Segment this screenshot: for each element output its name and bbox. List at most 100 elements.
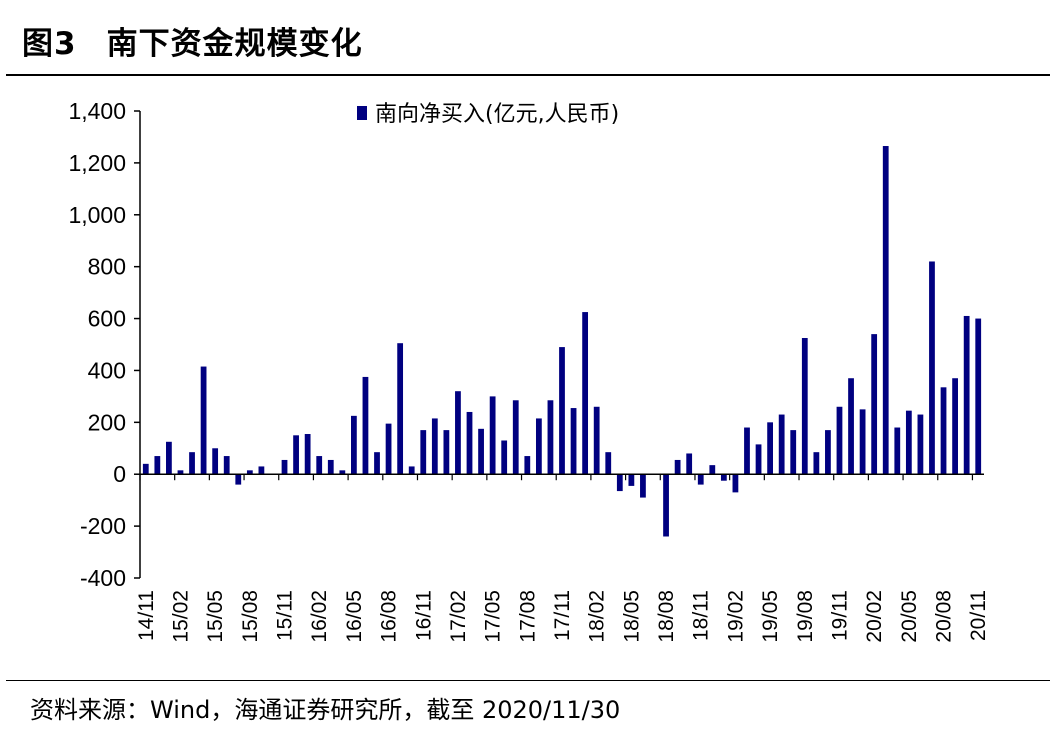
x-tick-label: 16/08: [378, 590, 401, 643]
bar: [813, 452, 820, 475]
y-tick-label: 1,200: [68, 150, 126, 176]
bar: [836, 406, 843, 475]
bar: [327, 459, 334, 475]
bar: [720, 474, 727, 481]
y-tick-label: 800: [88, 254, 126, 280]
x-tick-label: 19/05: [759, 590, 782, 643]
bar: [616, 474, 623, 492]
bar: [559, 347, 565, 475]
bar: [952, 378, 958, 475]
x-tick-label: 20/08: [933, 590, 956, 643]
bar: [362, 376, 369, 475]
bar: [489, 396, 496, 475]
y-tick-label: 400: [88, 357, 126, 383]
bar: [929, 261, 935, 475]
x-tick-label: 15/11: [274, 590, 297, 641]
bar: [166, 441, 172, 475]
x-tick-label: 17/05: [482, 590, 505, 643]
bar: [871, 334, 878, 475]
bar: [501, 440, 508, 475]
x-tick-label: 15/02: [169, 590, 192, 643]
bar: [339, 470, 346, 475]
x-tick-label: 18/08: [655, 590, 678, 643]
bar: [374, 452, 380, 475]
bar: [385, 423, 392, 475]
bar: [882, 146, 889, 475]
bar: [154, 456, 161, 475]
legend-label: 南向净买入(亿元,人民币): [375, 102, 619, 127]
bar: [223, 456, 230, 475]
bar: [801, 338, 808, 475]
x-tick-label: 17/08: [516, 590, 539, 643]
bar: [894, 427, 901, 475]
y-tick-label: 0: [113, 461, 126, 487]
x-tick-label: 14/11: [135, 590, 158, 641]
y-tick-label: 200: [88, 409, 126, 435]
bar: [605, 452, 612, 475]
x-tick-label: 18/02: [586, 590, 609, 643]
bar: [593, 406, 600, 475]
bar: [547, 400, 554, 475]
bar: [570, 408, 577, 475]
bar: [258, 466, 265, 475]
x-tick-label: 19/08: [794, 590, 817, 643]
x-tick-label: 16/05: [343, 590, 366, 643]
bar: [859, 409, 866, 475]
x-tick-label: 19/02: [724, 590, 747, 643]
x-tick-label: 17/02: [447, 590, 470, 643]
bar: [466, 411, 473, 475]
x-tick-label: 15/05: [204, 590, 227, 643]
bar: [431, 418, 438, 475]
bar: [177, 470, 184, 475]
bar: [640, 474, 646, 498]
bar: [455, 391, 461, 475]
bar: [663, 474, 669, 537]
bar: [975, 318, 982, 475]
bar-chart: -400 -200 0 200 400 600 800 1,000 1,200 1,400 14/1…: [68, 98, 990, 643]
x-tick-label: 17/11: [551, 590, 574, 641]
bar: [709, 465, 716, 475]
bar: [246, 470, 253, 475]
bar: [628, 474, 635, 486]
bar: [293, 435, 299, 475]
bar: [790, 430, 797, 475]
bar: [420, 430, 427, 475]
y-tick-label: 1,400: [68, 98, 126, 124]
bar: [686, 453, 693, 475]
source-note: 资料来源：Wind，海通证券研究所，截至 2020/11/30: [30, 696, 621, 724]
bar: [524, 456, 531, 475]
bar: [778, 414, 785, 475]
bar: [940, 387, 947, 475]
bar: [697, 474, 704, 485]
bar: [142, 463, 149, 475]
footer-rule: [6, 680, 1050, 681]
x-tick-label: 20/11: [967, 590, 990, 641]
figure-header: 图3 南下资金规模变化: [0, 0, 1056, 76]
bar: [825, 430, 831, 475]
legend-swatch: [357, 106, 367, 120]
bar: [281, 459, 288, 475]
y-tick-label: -400: [80, 565, 126, 591]
y-tick-label: 1,000: [68, 202, 126, 228]
bar: [917, 414, 924, 475]
bar: [767, 422, 773, 475]
bar: [200, 366, 207, 475]
x-tick-label: 16/02: [308, 590, 331, 643]
x-tick-label: 15/08: [239, 590, 262, 643]
figure-number: 图3: [22, 26, 77, 62]
bar: [351, 415, 357, 475]
bar: [963, 315, 970, 475]
bar: [443, 430, 450, 475]
bar: [582, 312, 589, 475]
header-rule: [6, 74, 1050, 76]
bar: [755, 444, 762, 475]
x-tick-label: 18/05: [620, 590, 643, 643]
x-tick-label: 18/11: [690, 590, 713, 641]
figure-title-text: 南下资金规模变化: [106, 26, 363, 62]
bar: [478, 428, 484, 475]
bar: [674, 459, 681, 475]
bar: [535, 418, 542, 475]
y-tick-label: 600: [88, 306, 126, 332]
bar: [304, 434, 311, 475]
bar: [408, 466, 415, 475]
